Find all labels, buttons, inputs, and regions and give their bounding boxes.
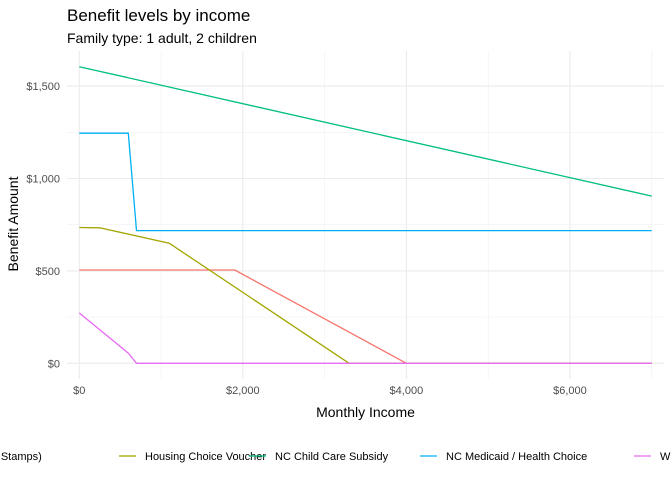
grid-lines xyxy=(67,51,664,379)
chart-subtitle: Family type: 1 adult, 2 children xyxy=(67,30,257,46)
x-axis-tick-labels: $0 $2,000 $4,000 $6,000 xyxy=(73,385,587,397)
legend-label: FNS (Food Stamps) xyxy=(0,451,42,463)
series-line xyxy=(78,312,652,364)
x-tick-label: $4,000 xyxy=(390,385,424,397)
chart-title: Benefit levels by income xyxy=(67,6,250,25)
y-tick-label: $0 xyxy=(48,358,60,370)
legend-label: NC Child Care Subsidy xyxy=(275,451,389,463)
y-tick-label: $1,500 xyxy=(26,81,60,93)
series-lines xyxy=(78,66,652,364)
y-tick-label: $500 xyxy=(36,266,60,278)
series-line xyxy=(79,226,652,364)
legend-label: NC Medicaid / Health Choice xyxy=(446,451,587,463)
series-line xyxy=(79,132,652,232)
x-tick-label: $6,000 xyxy=(553,385,587,397)
x-tick-label: $0 xyxy=(73,385,85,397)
series-line xyxy=(79,66,652,197)
series-line xyxy=(79,269,652,364)
x-tick-label: $2,000 xyxy=(226,385,260,397)
legend-label: Housing Choice Voucher xyxy=(145,451,266,463)
legend-label: W xyxy=(660,451,671,463)
x-axis-title: Monthly Income xyxy=(316,404,415,420)
y-tick-label: $1,000 xyxy=(26,174,60,186)
y-axis-title: Benefit Amount xyxy=(5,176,21,271)
y-axis-tick-labels: $0 $500 $1,000 $1,500 xyxy=(26,81,60,370)
legend: FNS (Food Stamps) Housing Choice Voucher N… xyxy=(0,451,671,463)
